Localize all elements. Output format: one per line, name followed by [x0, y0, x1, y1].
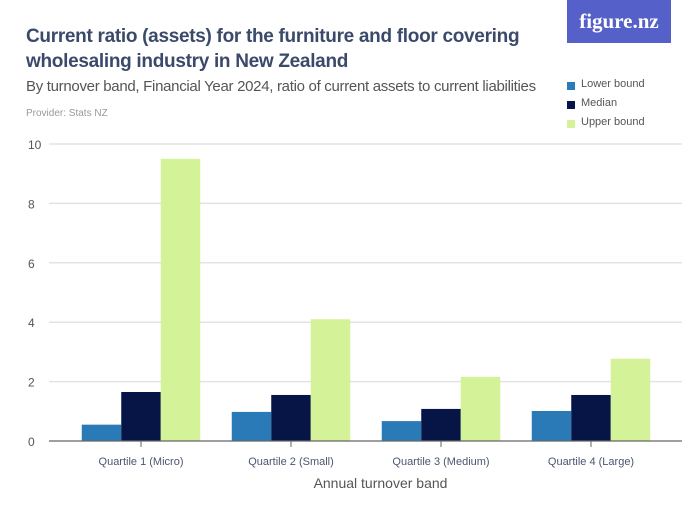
x-tick-label: Quartile 4 (Large) [548, 456, 634, 468]
bar-upper-bound [160, 158, 201, 441]
bar-upper-bound [310, 319, 351, 441]
y-tick-label: 0 [28, 435, 35, 449]
legend-label: Lower bound [581, 77, 645, 90]
bar-median [121, 391, 161, 441]
y-tick-label: 4 [28, 316, 35, 330]
chart-title: Current ratio (assets) for the furniture… [26, 26, 520, 72]
y-tick-label: 6 [28, 257, 35, 271]
bar-lower-bound [81, 424, 122, 441]
bar-lower-bound [231, 411, 272, 441]
bar-median [421, 408, 461, 441]
bar-median [271, 394, 311, 441]
legend-item-median: Median [567, 93, 645, 112]
y-tick-label: 2 [28, 376, 35, 390]
legend-item-lower: Lower bound [567, 74, 645, 93]
legend-label: Median [581, 96, 618, 109]
y-tick-label: 8 [28, 197, 35, 211]
bar-median [571, 394, 611, 441]
bar-upper-bound [460, 376, 501, 441]
legend-swatch [567, 81, 575, 90]
x-tick-label: Quartile 3 (Medium) [392, 456, 489, 468]
x-axis-title: Annual turnover band [314, 475, 448, 491]
bar-lower-bound [531, 411, 572, 441]
legend-label: Upper bound [581, 115, 645, 128]
figure-nz-logo[interactable]: figure.nz [567, 0, 671, 43]
legend-swatch [567, 119, 575, 128]
provider-label: Provider: Stats NZ [26, 108, 108, 119]
bar-upper-bound [610, 358, 651, 441]
legend: Lower bound Median Upper bound [567, 74, 645, 131]
bar-lower-bound [381, 421, 422, 441]
legend-swatch [567, 100, 575, 109]
x-tick-label: Quartile 1 (Micro) [99, 456, 184, 468]
x-tick-label: Quartile 2 (Small) [248, 456, 334, 468]
y-tick-label: 10 [28, 138, 42, 152]
chart-subtitle: By turnover band, Financial Year 2024, r… [26, 78, 536, 95]
legend-item-upper: Upper bound [567, 112, 645, 131]
